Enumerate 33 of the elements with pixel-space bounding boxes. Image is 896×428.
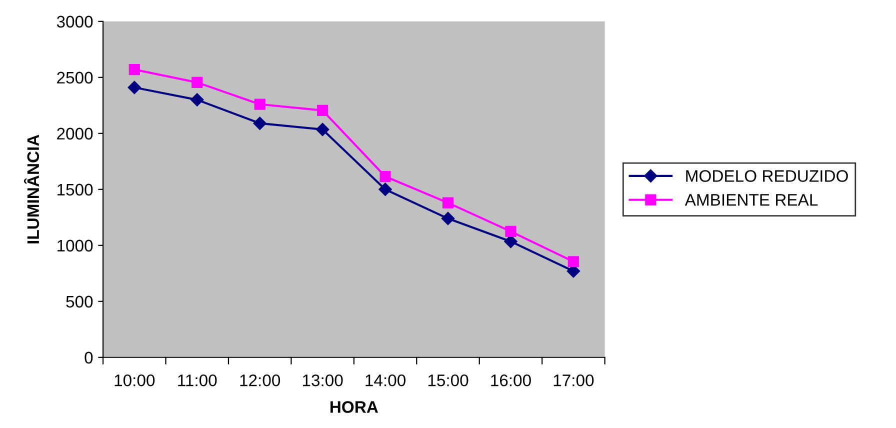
x-tick-label: 13:00 [302,374,343,386]
x-tick-label: 12:00 [240,374,280,386]
x-tick-label: 14:00 [366,374,406,386]
point [380,170,391,182]
point [317,104,328,116]
y-tick-label: 500 [66,296,93,308]
point [254,98,266,110]
x-tick-label: 17:00 [554,374,594,386]
point [190,93,204,106]
y-tick-label: 1500 [58,184,93,196]
point [128,80,141,94]
x-tick-label: 10:00 [114,374,155,386]
point [441,212,455,226]
x-axis-title: HORA [330,401,378,413]
point [378,182,392,196]
point [128,64,140,76]
x-tick-label: 11:00 [178,374,217,386]
x-tick-label: 16:00 [491,374,531,386]
legend-label: MODELO REDUZIDO [686,170,848,182]
point [442,197,454,208]
y-tick-label: 3000 [56,16,93,28]
point [192,76,203,88]
point [253,116,266,130]
point [316,122,330,136]
point [568,256,579,268]
x-tick-label: 15:00 [428,374,468,386]
y-tick-label: 2500 [57,72,93,84]
y-tick-label: 0 [84,352,93,364]
y-tick-label: 1000 [58,240,93,252]
y-tick-label: 2000 [57,128,93,140]
point [505,226,516,237]
legend-label: AMBIENTE REAL [684,194,818,206]
y-axis-title: ILUMINÂNCIA [24,134,40,244]
